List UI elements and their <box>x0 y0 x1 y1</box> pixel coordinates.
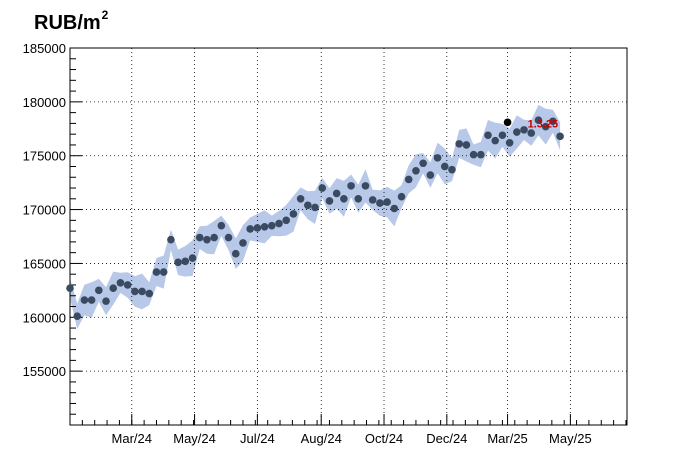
data-point <box>102 297 110 305</box>
data-point <box>66 284 74 293</box>
y-tick-label: 155000 <box>23 364 66 379</box>
data-point <box>87 296 96 304</box>
data-point <box>311 203 319 212</box>
x-tick-label: Mar/24 <box>112 431 152 446</box>
data-point <box>491 136 500 145</box>
data-point <box>325 197 334 205</box>
data-point <box>181 257 190 266</box>
data-point <box>448 165 456 174</box>
data-point <box>253 224 262 232</box>
data-point <box>210 233 218 242</box>
y-tick-label: 185000 <box>23 41 66 56</box>
x-tick-label: Dec/24 <box>426 431 467 446</box>
data-point <box>188 254 197 262</box>
data-point <box>195 233 204 242</box>
x-tick-label: May/24 <box>173 431 216 446</box>
data-point <box>541 122 550 131</box>
y-tick-label: 175000 <box>23 149 66 164</box>
data-point <box>282 216 291 225</box>
data-point <box>462 141 471 149</box>
x-tick-label: Mar/25 <box>487 431 527 446</box>
data-point <box>95 286 103 295</box>
data-point <box>260 223 269 231</box>
data-point <box>318 184 327 192</box>
chart-title: RUB/m <box>34 12 101 34</box>
data-point <box>167 235 175 244</box>
data-point <box>340 195 348 203</box>
data-point <box>304 201 312 210</box>
data-point <box>354 195 363 203</box>
data-point <box>203 235 211 244</box>
data-point <box>534 116 543 124</box>
annotation-label: 1.3.25 <box>528 118 559 130</box>
data-point <box>275 219 283 228</box>
data-point <box>347 182 355 190</box>
data-point <box>440 162 449 171</box>
data-point <box>469 150 478 159</box>
data-point <box>549 117 557 126</box>
data-point <box>116 279 125 287</box>
y-tick-label: 170000 <box>23 203 66 218</box>
data-point <box>455 140 463 148</box>
data-point <box>152 268 161 276</box>
last-data-point <box>503 118 512 127</box>
data-point <box>376 199 384 207</box>
data-point <box>231 249 240 258</box>
data-point <box>419 159 427 168</box>
x-tick-label: May/25 <box>549 431 592 446</box>
y-tick-label: 160000 <box>23 310 66 325</box>
chart-title-superscript: 2 <box>102 8 109 22</box>
data-point <box>361 182 370 190</box>
data-point <box>404 175 413 184</box>
data-point <box>397 192 406 201</box>
data-point <box>390 204 399 213</box>
data-point <box>109 284 118 293</box>
y-tick-label: 180000 <box>23 95 66 110</box>
data-point <box>296 195 305 203</box>
data-point <box>383 198 391 206</box>
x-tick-label: Aug/24 <box>301 431 342 446</box>
y-tick-label: 165000 <box>23 256 66 271</box>
data-point <box>80 296 89 304</box>
data-point <box>520 126 528 134</box>
data-point <box>484 131 492 140</box>
data-point <box>412 166 420 175</box>
data-point <box>505 138 514 147</box>
data-point <box>123 281 132 289</box>
data-point <box>556 132 564 141</box>
data-point <box>426 171 435 179</box>
data-point <box>131 287 139 296</box>
data-point <box>239 239 247 247</box>
x-tick-label: Oct/24 <box>365 431 403 446</box>
data-point <box>289 210 298 218</box>
data-point <box>73 312 82 321</box>
data-point <box>246 225 254 233</box>
data-point <box>368 196 377 204</box>
data-point <box>224 233 233 242</box>
data-point <box>513 128 521 136</box>
data-point <box>477 150 485 159</box>
data-point <box>332 189 341 198</box>
data-point <box>527 129 536 137</box>
data-point <box>174 258 182 267</box>
data-point <box>217 221 226 230</box>
data-point <box>159 268 168 276</box>
data-point <box>498 131 507 140</box>
data-point <box>267 221 276 230</box>
data-point <box>145 289 154 298</box>
data-point <box>138 287 146 296</box>
plot-frame <box>69 47 628 426</box>
x-tick-label: Jul/24 <box>240 431 275 446</box>
data-point <box>433 154 442 162</box>
